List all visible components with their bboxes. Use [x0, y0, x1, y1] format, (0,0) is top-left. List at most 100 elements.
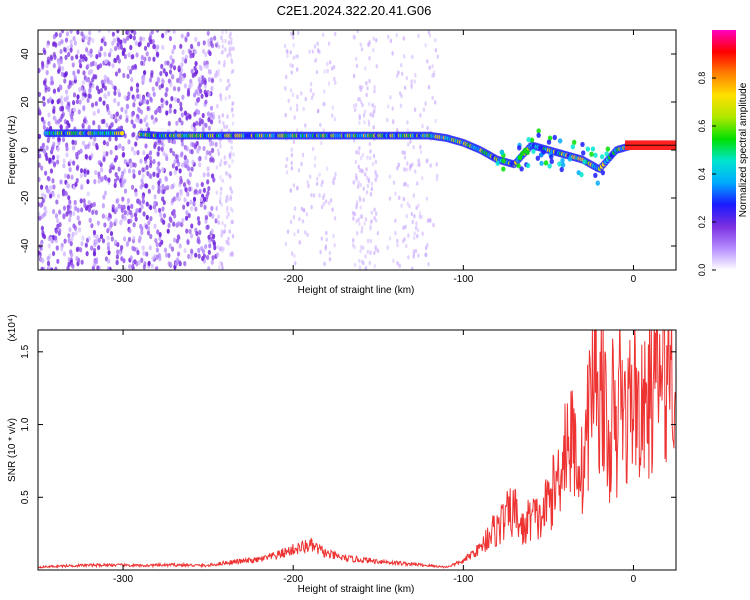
spectrogram-cell	[392, 180, 396, 185]
spectrogram-cell	[89, 61, 93, 67]
spectrogram-cell	[296, 185, 299, 191]
spectrogram-cell	[145, 214, 149, 220]
spectrogram-cell	[207, 117, 211, 123]
spectrogram-cell	[147, 56, 151, 62]
spectrogram-cell	[132, 35, 136, 41]
spectrogram-cell	[225, 30, 228, 34]
spectrogram-cell	[414, 73, 417, 78]
spectrogram-cell	[366, 238, 370, 244]
spectrogram-cell	[60, 100, 64, 106]
spectrogram-cell	[355, 149, 358, 155]
spectrogram-cell	[103, 222, 107, 228]
spectrogram-cell	[367, 119, 371, 124]
spectrogram-cell	[42, 101, 46, 107]
spectrogram-cell	[64, 97, 69, 103]
spectrogram-cell	[375, 211, 378, 216]
spectrogram-cell	[412, 235, 416, 241]
spectrogram-cell	[140, 54, 144, 61]
spectrogram-cell	[365, 175, 369, 181]
spectrogram-cell	[155, 107, 160, 113]
spectrogram-cell	[117, 68, 121, 74]
spectrogram-cell	[135, 87, 140, 94]
spectrogram-cell	[223, 124, 226, 130]
spectrogram-cell	[141, 194, 145, 200]
spectrogram-cell	[121, 179, 125, 185]
spectrogram-cell	[409, 164, 412, 169]
spectrogram-cell	[65, 104, 69, 110]
spectrogram-cell	[42, 148, 47, 154]
spectrogram-cell	[74, 205, 78, 212]
spectrogram-cell	[106, 266, 111, 270]
spectrogram-cell	[160, 239, 164, 245]
spectrogram-cell	[395, 73, 399, 79]
spectrogram-cell	[364, 66, 367, 71]
spectrogram-cell	[52, 108, 56, 114]
spectrogram-cell	[333, 176, 336, 181]
spectrogram-cell	[322, 201, 326, 207]
spectrogram-cell	[157, 184, 161, 190]
spectrogram-cell	[213, 245, 217, 251]
spectrogram-cell	[368, 141, 372, 147]
spectrogram-cell	[210, 78, 215, 84]
spectrogram-cell	[198, 188, 202, 195]
spectrogram-cell	[209, 105, 214, 111]
spectrogram-cell	[398, 91, 402, 96]
spectrogram-cell	[56, 154, 60, 160]
spectrogram-cell	[148, 245, 152, 251]
spectrogram-cell	[135, 52, 139, 58]
spectrogram-cell	[42, 124, 46, 130]
spectrogram-cell	[226, 172, 229, 177]
spectrogram-cell	[207, 234, 211, 240]
spectrogram-cell	[96, 265, 100, 270]
spectrogram-cell	[162, 213, 167, 219]
spectrogram-cell	[227, 241, 230, 246]
spectrogram-cell	[197, 253, 201, 259]
spectrogram-cell	[165, 100, 169, 106]
spectrogram-cell	[290, 147, 293, 153]
spectrogram-cell	[352, 73, 356, 79]
spectrogram-cell	[52, 209, 56, 215]
spectrogram-cell	[329, 198, 333, 203]
spectrogram-cell	[163, 247, 168, 253]
spectrogram-cell	[326, 166, 329, 171]
spectrogram-cell	[111, 63, 115, 69]
spectrogram-cell	[366, 42, 370, 47]
spectrogram-cell	[304, 230, 307, 235]
spectrogram-cell	[161, 183, 165, 190]
spectrogram-cell	[416, 181, 419, 186]
spectrogram-cell	[151, 256, 155, 262]
spectrogram-cell	[210, 43, 215, 49]
spectrogram-cell	[415, 205, 418, 211]
spectrogram-cell	[113, 182, 117, 189]
spectrogram-cell	[49, 54, 53, 60]
spectrogram-cell	[328, 257, 332, 262]
spectrogram-cell	[54, 266, 58, 270]
spectrogram-cell	[375, 38, 378, 43]
spectrogram-cell	[228, 229, 231, 234]
spectrogram-cell	[81, 235, 85, 241]
x-tick-label: -100	[453, 574, 473, 585]
spectrogram-cell	[103, 190, 108, 196]
spectrogram-cell	[204, 52, 208, 58]
spectrogram-cell	[109, 80, 113, 86]
spectrogram-cell	[328, 250, 332, 256]
spectrogram-cell	[105, 151, 109, 157]
spectrogram-cell	[117, 203, 121, 209]
spectrogram-cell	[501, 166, 506, 172]
spectrogram-cell	[92, 120, 96, 126]
spectrogram-cell	[231, 107, 234, 112]
spectrogram-cell	[97, 124, 101, 130]
spectrogram-cell	[173, 96, 178, 103]
spectrogram-cell	[308, 174, 312, 179]
spectrogram-cell	[416, 228, 420, 233]
spectrogram-cell	[51, 154, 56, 161]
spectrogram-cell	[76, 94, 80, 100]
spectrogram-cell	[127, 139, 131, 145]
spectrogram-cell	[289, 188, 293, 193]
spectrogram-cell	[171, 197, 175, 204]
spectrogram-cell	[62, 205, 67, 211]
spectrogram-cell	[358, 195, 361, 200]
spectrogram-cell	[174, 153, 178, 160]
spectrogram-cell	[205, 193, 209, 199]
spectrogram-cell	[121, 170, 125, 177]
